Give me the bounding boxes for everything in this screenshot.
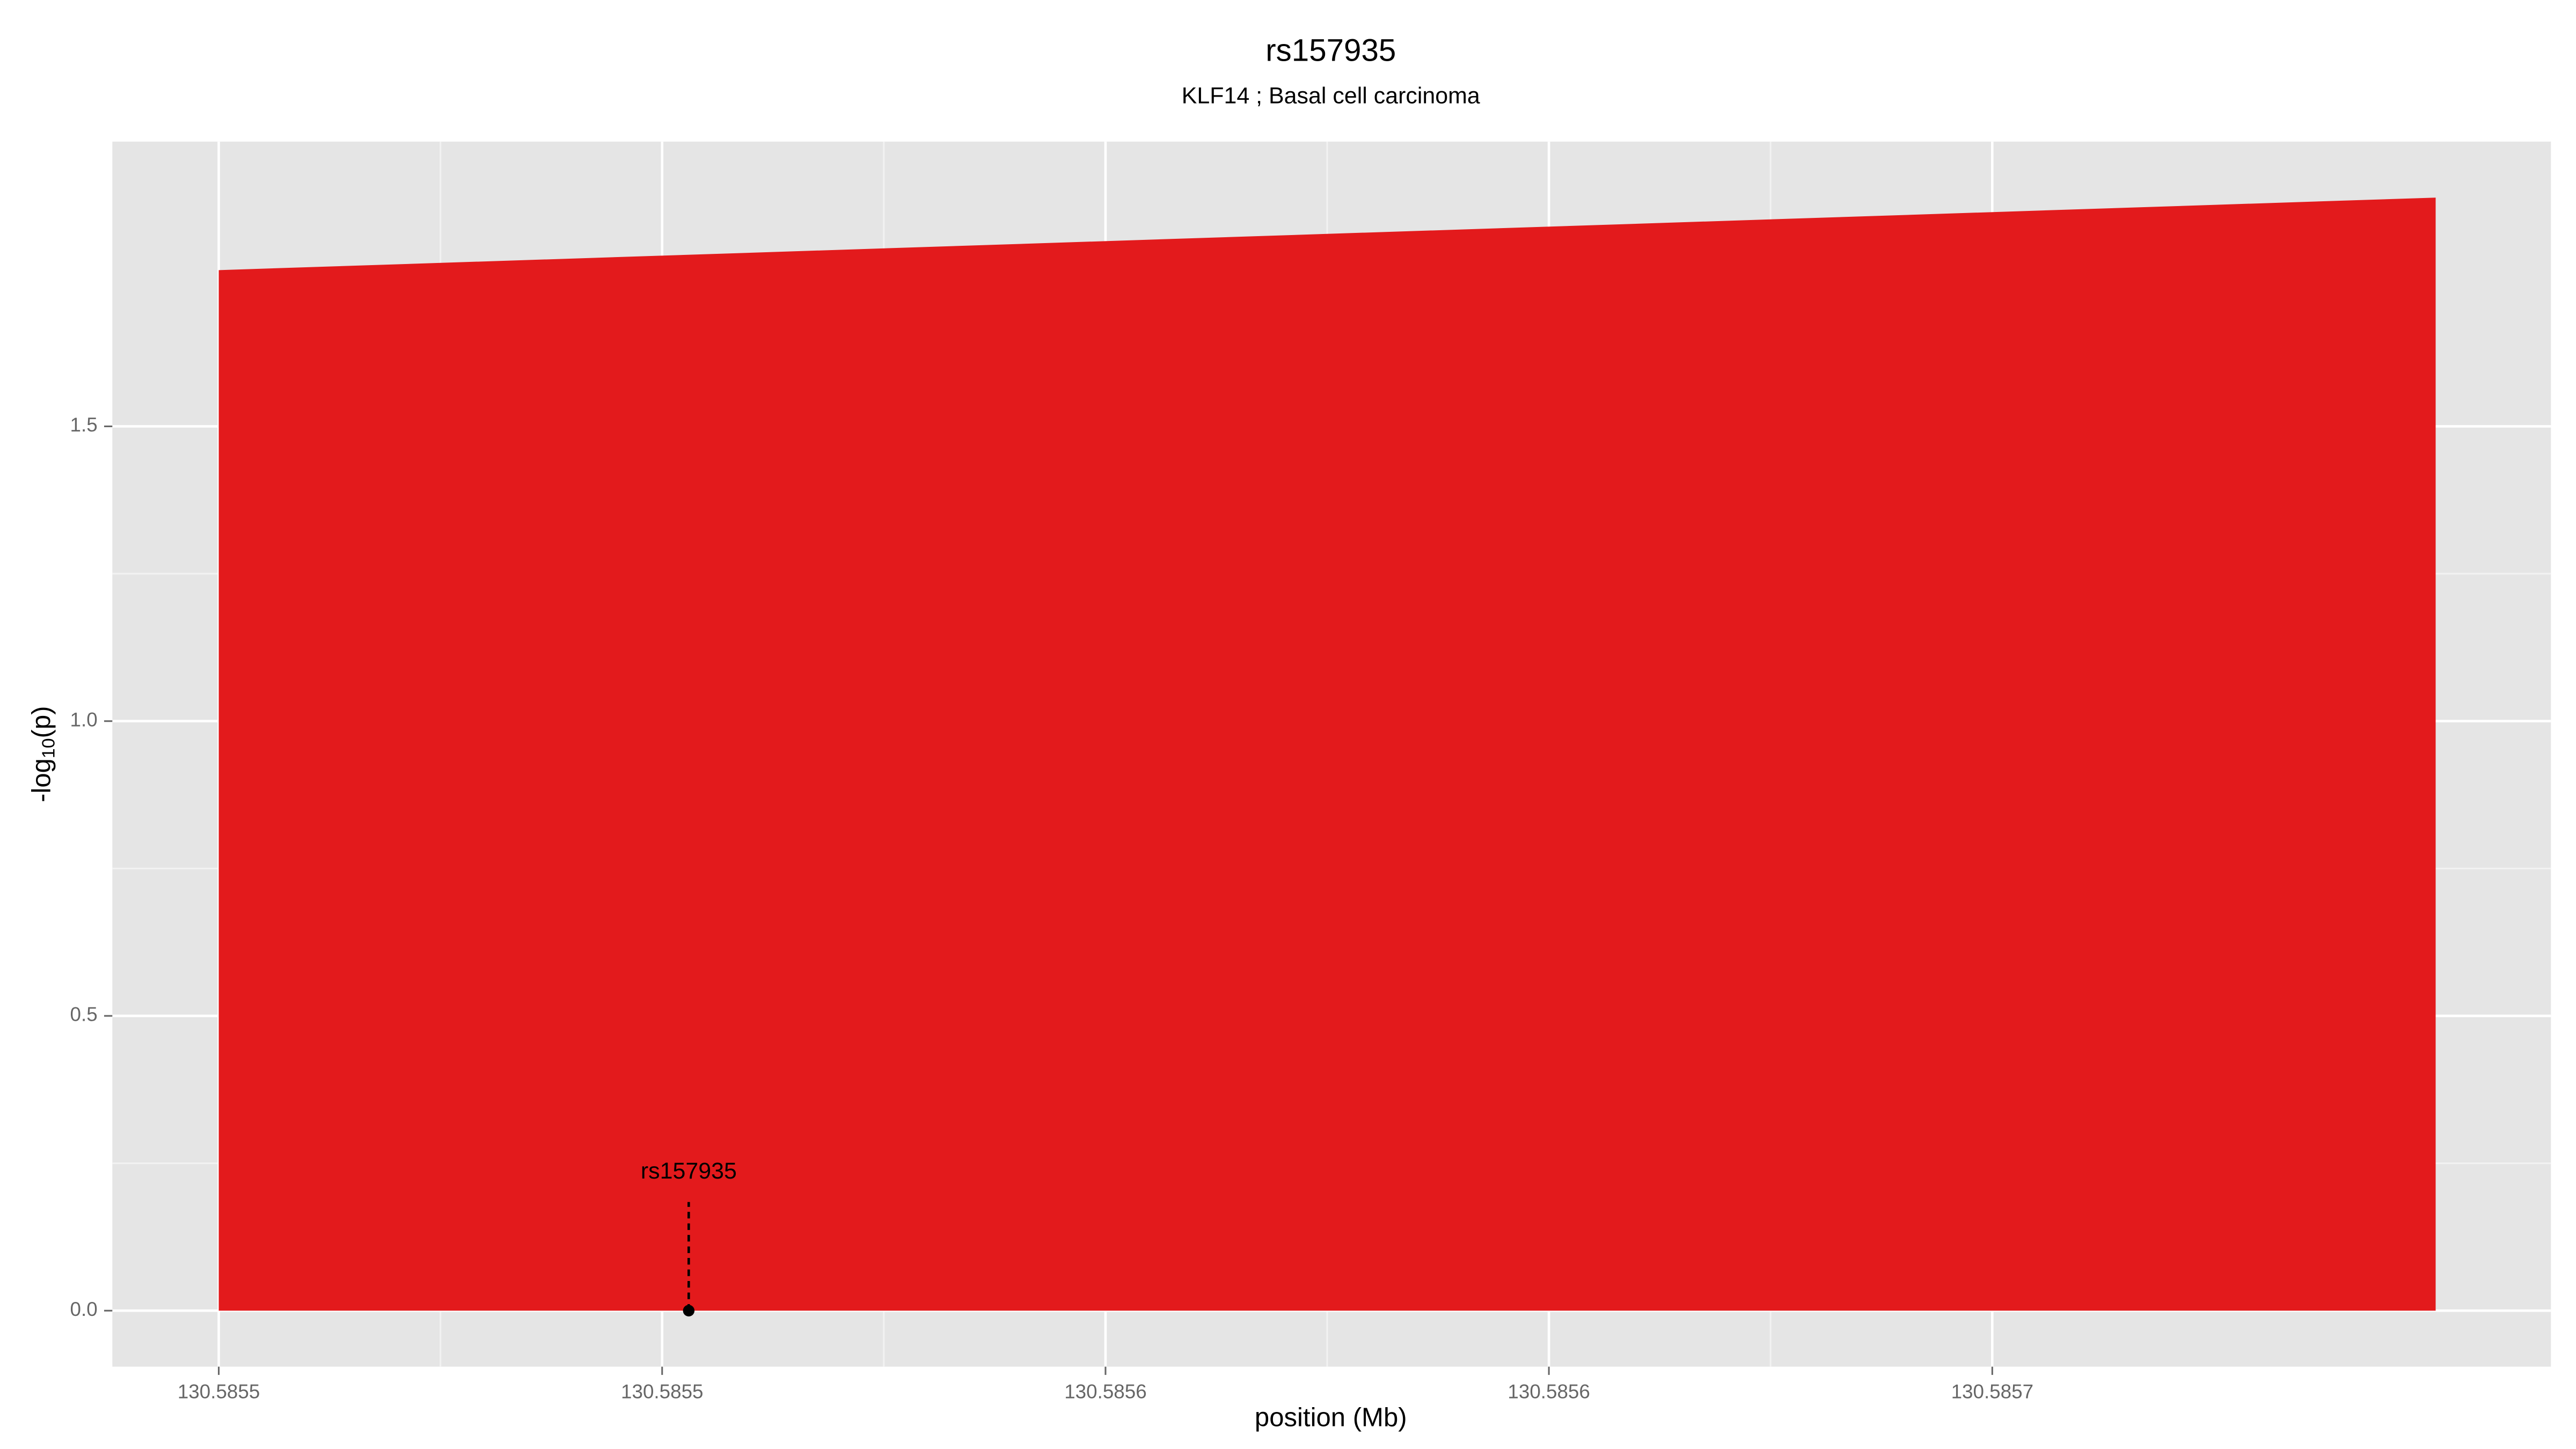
y-tick-label: 0.5 — [70, 1004, 98, 1026]
y-axis-label: -log10(p) — [27, 706, 58, 802]
y-tick-label: 1.5 — [70, 414, 98, 436]
x-tick-label: 130.5855 — [621, 1380, 703, 1402]
area — [218, 197, 2436, 1311]
chart-title: rs157935 — [1265, 33, 1396, 68]
x-tick-label: 130.5857 — [1951, 1380, 2033, 1402]
y-tick-label: 1.0 — [70, 708, 98, 730]
y-axis-label-part: 10 — [39, 738, 59, 759]
x-tick-label: 130.5855 — [178, 1380, 260, 1402]
annotation-label: rs157935 — [641, 1158, 737, 1184]
snp-point — [683, 1305, 695, 1316]
y-axis-label-part: -log — [27, 758, 56, 802]
marks: rs157935 — [218, 197, 2436, 1316]
x-tick-label: 130.5856 — [1064, 1380, 1146, 1402]
chart-subtitle: KLF14 ; Basal cell carcinoma — [1182, 83, 1480, 108]
y-axis-label-part: (p) — [27, 706, 56, 738]
y-tick-label: 0.0 — [70, 1298, 98, 1320]
x-axis-label: position (Mb) — [1255, 1403, 1407, 1432]
x-tick-label: 130.5856 — [1507, 1380, 1590, 1402]
